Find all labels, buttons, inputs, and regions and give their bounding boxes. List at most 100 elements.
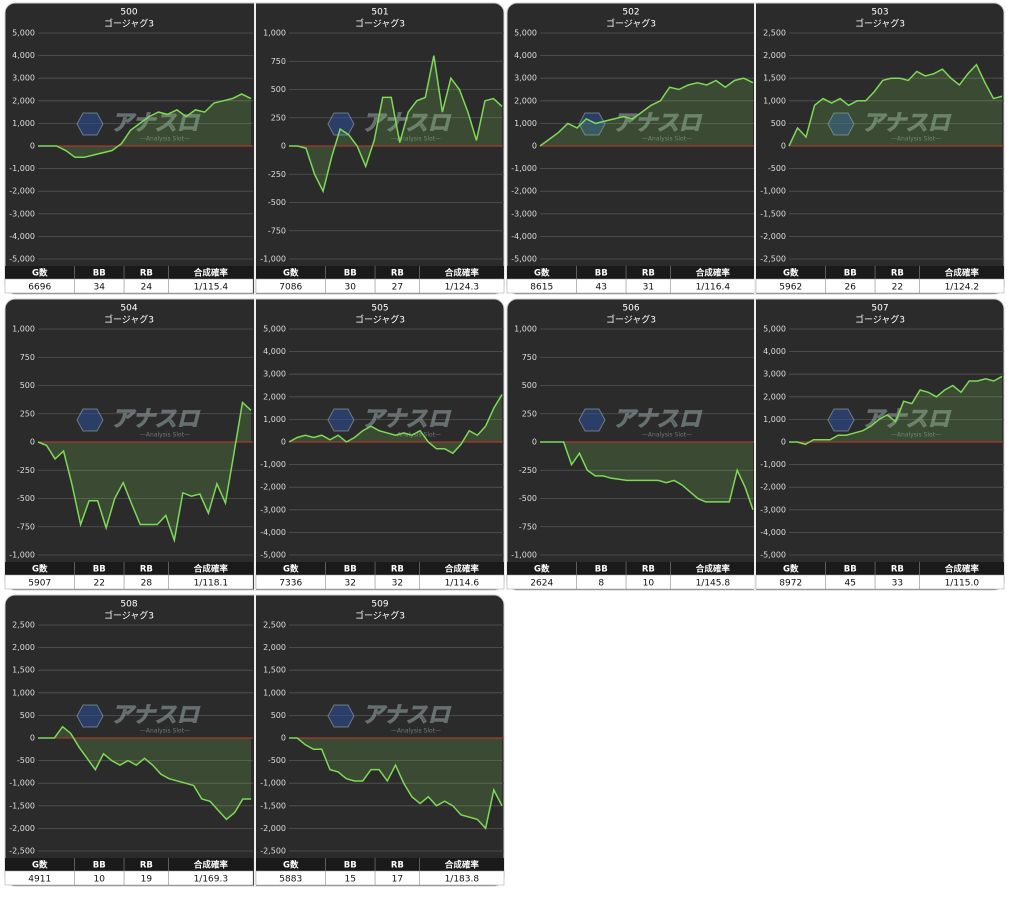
y-tick-label: -2,000 [760, 483, 786, 492]
watermark-sub: —Analysis Slot— [391, 432, 441, 439]
watermark-sub: —Analysis Slot— [140, 136, 190, 143]
table-header: G数 [534, 268, 550, 279]
y-tick-label: 0 [281, 142, 286, 151]
y-tick-label: 2,500 [12, 621, 35, 630]
y-tick-label: 750 [522, 353, 537, 362]
area-fill [38, 94, 251, 158]
y-tick-label: -500 [519, 494, 537, 503]
table-cell: 8972 [779, 579, 802, 589]
y-tick-label: 1,500 [763, 74, 786, 83]
watermark: アナスロ [111, 703, 201, 728]
watermark: アナスロ [613, 407, 703, 432]
chart-subtitle: ゴージャグ3 [104, 18, 154, 30]
table-header: 合成確率 [695, 564, 731, 575]
table-cell: 1/114.6 [445, 579, 480, 589]
y-tick-label: 3,000 [514, 74, 537, 83]
y-tick-label: 0 [281, 438, 286, 447]
line [789, 375, 1003, 446]
y-tick-label: 2,500 [763, 29, 786, 38]
table-header: RB [642, 269, 655, 279]
table-header: G数 [534, 564, 550, 575]
table-header-bg [256, 858, 504, 871]
y-tick-label: -2,000 [511, 187, 537, 196]
y-tick-label: 5,000 [12, 29, 35, 38]
table-header: BB [93, 565, 106, 575]
y-tick-label: 4,000 [12, 51, 35, 60]
y-tick-label: -1,000 [9, 551, 35, 560]
watermark: アナスロ [111, 111, 201, 136]
y-tick-label: 2,000 [12, 643, 35, 652]
y-tick-label: -1,000 [760, 460, 786, 469]
line [288, 394, 503, 455]
table-header: 合成確率 [444, 564, 480, 575]
table-header: RB [140, 565, 153, 575]
line [37, 400, 252, 544]
table-row-bg [755, 574, 1005, 590]
y-tick-label: 2,000 [263, 643, 286, 652]
y-tick-label: 1,000 [12, 119, 35, 128]
table-header: BB [595, 565, 608, 575]
watermark-sub: —Analysis Slot— [891, 136, 941, 143]
table-row-bg [255, 278, 505, 294]
table-cell: 10 [643, 579, 655, 589]
chart-subtitle: ゴージャグ3 [355, 314, 405, 326]
watermark-logo [827, 112, 855, 136]
chart-subtitle: ゴージャグ3 [855, 314, 905, 326]
chart-title: 501 [371, 8, 388, 18]
table-cell: 22 [892, 283, 903, 293]
y-tick-label: -1,000 [511, 164, 537, 173]
y-tick-label: 0 [30, 142, 35, 151]
area-fill [38, 402, 251, 541]
y-tick-label: -750 [268, 226, 286, 235]
watermark-logo [327, 408, 355, 432]
table-cell: 1/116.4 [696, 283, 731, 293]
watermark-sub: —Analysis Slot— [391, 728, 441, 735]
chart-subtitle: ゴージャグ3 [355, 18, 405, 30]
y-tick-label: 1,500 [263, 666, 286, 675]
y-tick-label: -500 [17, 494, 35, 503]
y-tick-label: -2,500 [260, 847, 286, 856]
chart-title: 507 [871, 304, 888, 314]
y-tick-label: -5,000 [511, 255, 537, 264]
y-tick-label: -1,000 [9, 779, 35, 788]
y-tick-label: -5,000 [260, 551, 286, 560]
y-tick-label: 1,000 [263, 688, 286, 697]
table-cell: 1/183.8 [445, 875, 480, 885]
table-header-bg [5, 562, 253, 575]
watermark-sub: —Analysis Slot— [891, 432, 941, 439]
y-tick-label: -1,500 [760, 209, 786, 218]
y-tick-label: -250 [519, 466, 537, 475]
chart-subtitle: ゴージャグ3 [606, 314, 656, 326]
y-tick-label: 0 [781, 438, 786, 447]
table-cell: 1/145.8 [696, 579, 731, 589]
chart-title: 502 [622, 8, 639, 18]
watermark: アナスロ [613, 111, 703, 136]
line [539, 77, 754, 147]
table-header: G数 [783, 268, 799, 279]
y-tick-label: 4,000 [263, 347, 286, 356]
table-cell: 28 [141, 579, 153, 589]
y-tick-label: -500 [268, 198, 286, 207]
table-header-bg [756, 266, 1004, 279]
table-cell: 45 [845, 579, 856, 589]
y-tick-label: -2,000 [260, 483, 286, 492]
table-header-bg [256, 562, 504, 575]
y-tick-label: -2,500 [760, 255, 786, 264]
y-tick-label: 0 [30, 734, 35, 743]
watermark-logo [76, 704, 104, 728]
watermark: アナスロ [362, 407, 452, 432]
y-tick-label: -5,000 [760, 551, 786, 560]
table-header: RB [391, 269, 404, 279]
table-cell: 26 [845, 283, 857, 293]
table-cell: 8615 [530, 283, 553, 293]
y-tick-label: 2,000 [763, 51, 786, 60]
y-tick-label: -500 [768, 164, 786, 173]
table-header: BB [344, 565, 357, 575]
table-header: RB [140, 269, 153, 279]
table-header: BB [595, 269, 608, 279]
table-cell: 2624 [530, 579, 553, 589]
